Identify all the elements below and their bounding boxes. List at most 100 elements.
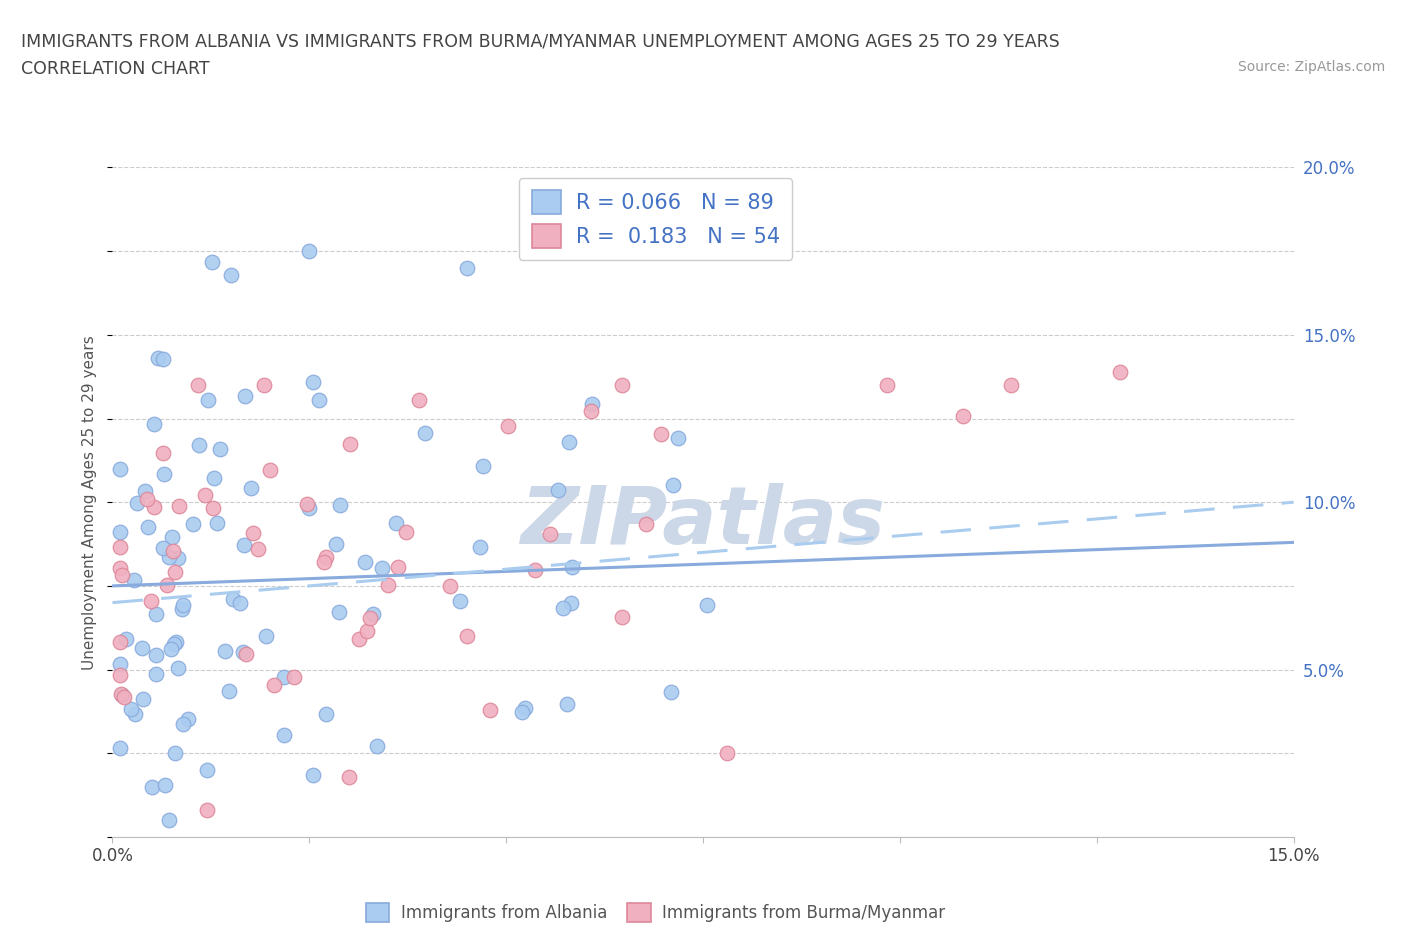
Point [111, 567, 134, 582]
Point [371, 561, 394, 576]
Point [273, 670, 295, 684]
Point [110, 539, 132, 554]
Point [111, 687, 134, 702]
Text: Source: ZipAtlas.com: Source: ZipAtlas.com [1237, 60, 1385, 74]
Point [612, 610, 634, 625]
Point [159, 641, 181, 656]
Point [347, 631, 370, 646]
Point [157, 813, 180, 828]
Point [579, 404, 602, 418]
Point [512, 704, 534, 719]
Point [235, 646, 257, 661]
Point [315, 550, 337, 565]
Point [134, 484, 156, 498]
Point [456, 260, 478, 275]
Point [187, 378, 209, 392]
Point [110, 657, 132, 671]
Point [339, 436, 361, 451]
Point [232, 538, 254, 552]
Point [115, 632, 138, 647]
Point [139, 593, 162, 608]
Point [408, 393, 430, 408]
Point [384, 516, 406, 531]
Point [1109, 365, 1132, 379]
Point [197, 393, 219, 408]
Point [876, 378, 898, 392]
Point [195, 803, 218, 817]
Point [308, 393, 330, 408]
Point [337, 769, 360, 784]
Point [538, 527, 561, 542]
Point [214, 644, 236, 658]
Point [395, 525, 418, 539]
Point [219, 267, 242, 282]
Point [468, 539, 491, 554]
Text: ZIPatlas: ZIPatlas [520, 484, 886, 562]
Point [167, 498, 190, 513]
Point [661, 684, 683, 699]
Point [472, 458, 495, 473]
Point [523, 563, 546, 578]
Point [152, 445, 174, 460]
Point [172, 716, 194, 731]
Point [145, 606, 167, 621]
Point [208, 441, 231, 456]
Point [254, 629, 277, 644]
Point [167, 551, 190, 565]
Point [716, 746, 738, 761]
Point [301, 375, 323, 390]
Point [295, 497, 318, 512]
Point [233, 389, 256, 404]
Point [188, 438, 211, 453]
Point [298, 500, 321, 515]
Text: CORRELATION CHART: CORRELATION CHART [21, 60, 209, 78]
Point [479, 702, 502, 717]
Point [163, 637, 186, 652]
Point [612, 378, 634, 392]
Point [146, 351, 169, 365]
Point [110, 668, 132, 683]
Point [110, 740, 132, 755]
Point [132, 691, 155, 706]
Point [246, 541, 269, 556]
Point [557, 434, 579, 449]
Point [156, 578, 179, 592]
Point [363, 606, 385, 621]
Point [259, 463, 281, 478]
Point [650, 427, 672, 442]
Point [696, 598, 718, 613]
Point [229, 595, 252, 610]
Y-axis label: Unemployment Among Ages 25 to 29 years: Unemployment Among Ages 25 to 29 years [82, 335, 97, 670]
Point [239, 481, 262, 496]
Text: IMMIGRANTS FROM ALBANIA VS IMMIGRANTS FROM BURMA/MYANMAR UNEMPLOYMENT AMONG AGES: IMMIGRANTS FROM ALBANIA VS IMMIGRANTS FR… [21, 33, 1060, 50]
Point [112, 690, 135, 705]
Point [666, 431, 689, 445]
Point [253, 378, 276, 392]
Point [122, 573, 145, 588]
Legend: Immigrants from Albania, Immigrants from Burma/Myanmar: Immigrants from Albania, Immigrants from… [356, 893, 956, 930]
Point [142, 417, 165, 432]
Point [201, 254, 224, 269]
Point [413, 426, 436, 441]
Point [557, 697, 579, 711]
Point [194, 487, 217, 502]
Point [515, 700, 537, 715]
Point [456, 629, 478, 644]
Point [1000, 378, 1022, 392]
Point [221, 591, 243, 606]
Point [153, 777, 176, 792]
Point [159, 549, 181, 564]
Point [162, 544, 184, 559]
Point [354, 555, 377, 570]
Point [205, 515, 228, 530]
Point [581, 397, 603, 412]
Point [387, 560, 409, 575]
Point [359, 611, 381, 626]
Point [315, 707, 337, 722]
Point [165, 746, 187, 761]
Point [314, 554, 336, 569]
Point [120, 702, 142, 717]
Point [127, 496, 149, 511]
Point [560, 595, 582, 610]
Point [165, 565, 187, 579]
